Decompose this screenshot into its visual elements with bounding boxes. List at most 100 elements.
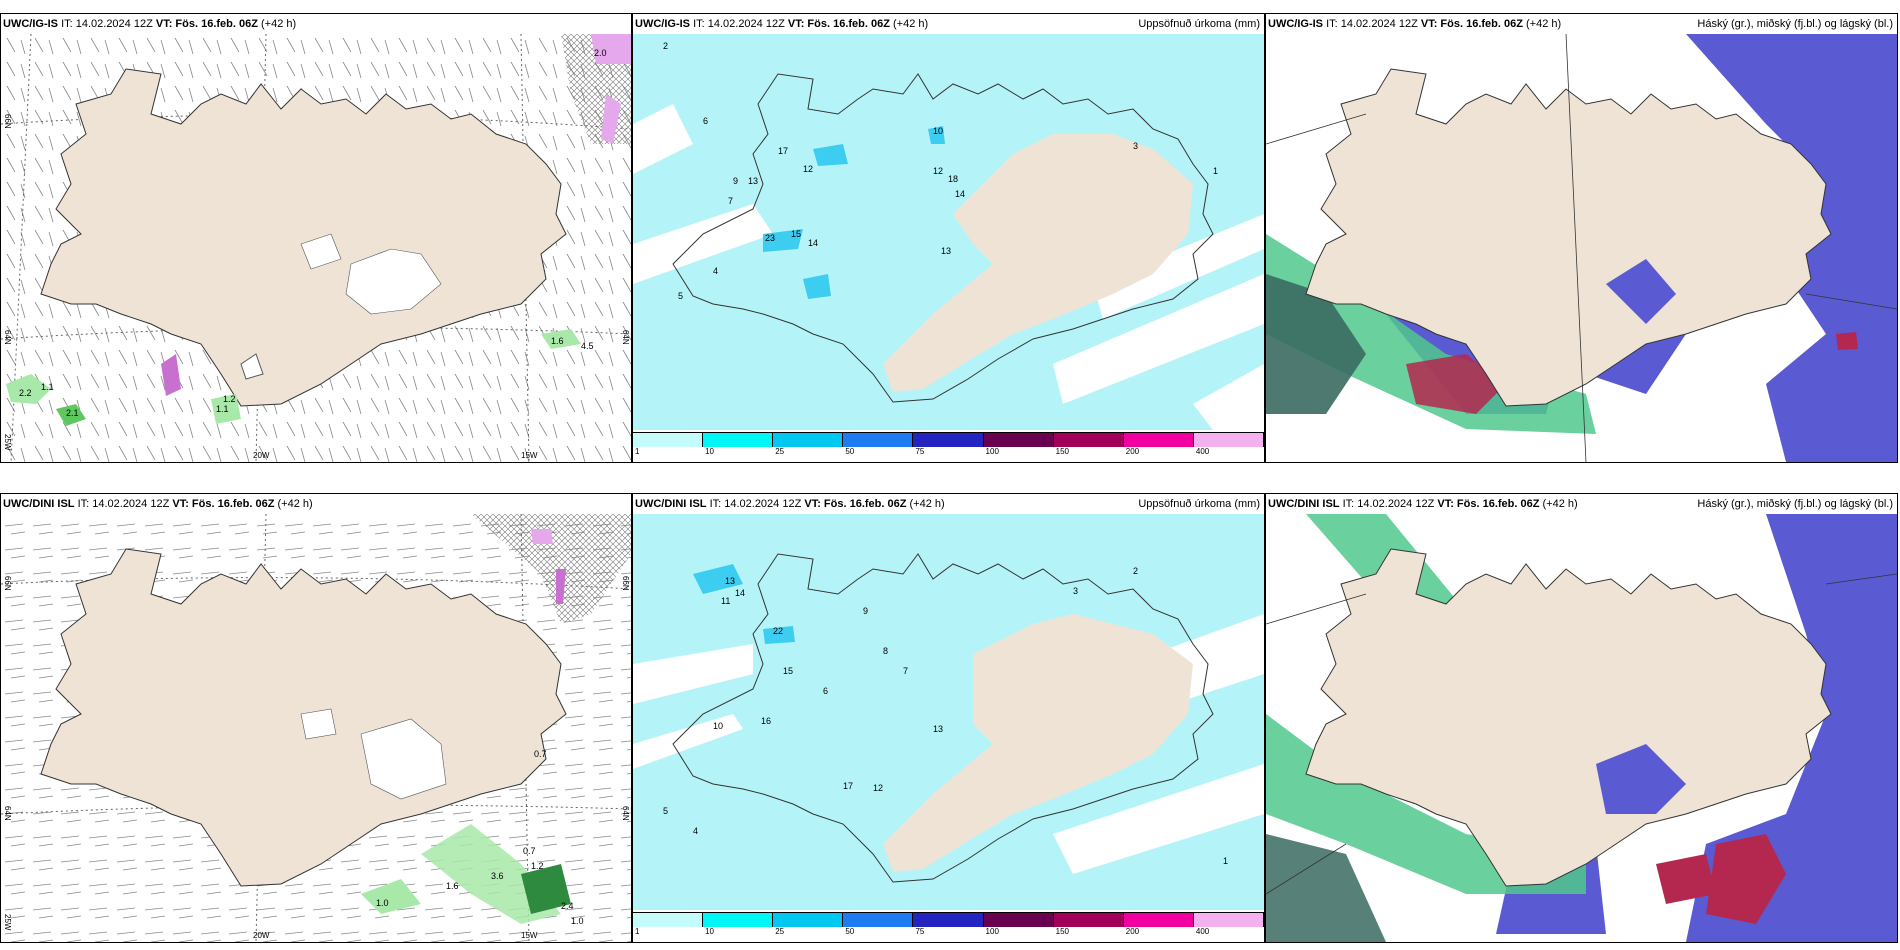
panel-title: UWC/DINI ISL IT: 14.02.2024 12Z VT: Fös.…	[1, 494, 631, 514]
lon-label-15: 15W	[521, 931, 538, 940]
wind-map: 2.2 1.1 2.1 1.1 1.2 1.6 4.5 2.0 66N 64N …	[1, 34, 631, 462]
model-name: UWC/IG-IS	[1268, 18, 1323, 30]
precip-value: 12	[933, 166, 943, 176]
colorbar-swatch	[1123, 433, 1194, 447]
precip-value: 5	[678, 291, 683, 301]
precip-map: 13 14 11 22 15 16 10 17 12 13 9 8 7 6 5 …	[633, 514, 1264, 910]
panel-title: UWC/DINI ISL IT: 14.02.2024 12Z VT: Fös.…	[633, 494, 1264, 514]
wind-value: 1.1	[216, 404, 229, 414]
precip-value: 4	[713, 266, 718, 276]
precip-value: 3	[1133, 141, 1138, 151]
colorbar-tick: 25	[775, 447, 785, 456]
lat-label-64-right: 64N	[621, 330, 630, 345]
valid-time: VT: Fös. 16.feb. 06Z	[804, 498, 907, 510]
colorbar-swatch	[983, 433, 1054, 447]
lat-label-66: 66N	[3, 576, 12, 591]
colorbar-swatch	[703, 913, 774, 927]
colorbar-tick: 10	[705, 927, 715, 936]
wind-map: 1.0 0.7 1.2 0.7 1.0 2.4 1.6 3.6 66N 64N …	[1, 514, 631, 942]
panel-title: UWC/IG-IS IT: 14.02.2024 12Z VT: Fös. 16…	[1, 14, 631, 34]
colorbar-tick: 1	[635, 927, 640, 936]
colorbar-swatch	[1053, 433, 1124, 447]
colorbar-tick: 50	[845, 927, 855, 936]
colorbar-tick: 150	[1055, 927, 1070, 936]
lat-label-64: 64N	[3, 806, 12, 821]
lon-label-25: 25W	[3, 434, 12, 451]
colorbar-tick: 400	[1195, 447, 1210, 456]
precip-value: 15	[783, 666, 793, 676]
precip-title: Uppsöfnuð úrkoma (mm)	[1138, 498, 1260, 510]
valid-time: VT: Fös. 16.feb. 06Z	[1437, 498, 1540, 510]
wind-value: 2.2	[19, 388, 32, 398]
colorbar-swatch	[773, 913, 844, 927]
wind-map-panel-row1: UWC/IG-IS IT: 14.02.2024 12Z VT: Fös. 16…	[0, 13, 632, 463]
colorbar-swatch	[773, 433, 844, 447]
precip-value: 14	[955, 189, 965, 199]
precip-values: 13 14 11 22 15 16 10 17 12 13 9 8 7 6 5 …	[663, 566, 1228, 866]
precip-value: 18	[948, 174, 958, 184]
precip-value: 4	[693, 826, 698, 836]
lat-label-66: 66N	[3, 114, 12, 129]
precip-value: 13	[725, 576, 735, 586]
colorbar-swatch	[1193, 433, 1264, 447]
wind-value: 0.7	[523, 846, 536, 856]
precip-values: 13 17 12 15 23 14 13 10 12 18 14 9 7 6 5…	[663, 41, 1218, 301]
precip-colorbar-ticks: 1 10 25 50 75 100 150 200 400	[633, 927, 1264, 937]
colorbar-tick: 200	[1125, 927, 1140, 936]
precip-value: 9	[863, 606, 868, 616]
colorbar-swatch	[983, 913, 1054, 927]
precip-map-panel-row1: UWC/IG-IS IT: 14.02.2024 12Z VT: Fös. 16…	[632, 13, 1265, 463]
model-name: UWC/IG-IS	[3, 18, 58, 30]
precip-value: 1	[1213, 166, 1218, 176]
precip-value: 11	[721, 596, 730, 606]
valid-time: VT: Fös. 16.feb. 06Z	[1420, 18, 1523, 30]
init-time: IT: 14.02.2024 12Z	[693, 18, 785, 30]
wind-value: 4.5	[581, 341, 594, 351]
precip-value: 23	[765, 233, 775, 243]
colorbar-tick: 200	[1125, 447, 1140, 456]
lat-label-66-right: 66N	[621, 576, 630, 591]
valid-time: VT: Fös. 16.feb. 06Z	[787, 18, 890, 30]
precip-value: 13	[933, 724, 943, 734]
colorbar-swatch	[1123, 913, 1194, 927]
wind-value: 2.0	[594, 48, 607, 58]
panel-title: UWC/IG-IS IT: 14.02.2024 12Z VT: Fös. 16…	[633, 14, 1264, 34]
precip-value: 12	[873, 783, 883, 793]
lon-label-15: 15W	[521, 451, 538, 460]
lead-time: (+42 h)	[1542, 498, 1578, 510]
wind-value: 1.2	[531, 861, 544, 871]
colorbar-tick: 75	[915, 447, 925, 456]
model-name: UWC/DINI ISL	[1268, 498, 1340, 510]
wind-value: 3.6	[491, 871, 504, 881]
colorbar-tick: 75	[915, 927, 925, 936]
lead-time: (+42 h)	[1526, 18, 1562, 30]
valid-time: VT: Fös. 16.feb. 06Z	[155, 18, 258, 30]
precip-value: 1	[1223, 856, 1228, 866]
precip-value: 9	[733, 176, 738, 186]
lon-label-20: 20W	[253, 931, 270, 940]
colorbar-tick: 100	[985, 447, 999, 456]
init-time: IT: 14.02.2024 12Z	[1326, 18, 1418, 30]
precip-value: 6	[823, 686, 828, 696]
precip-colorbar-ticks: 1 10 25 50 75 100 150 200 400	[633, 447, 1264, 457]
colorbar-tick: 100	[985, 927, 999, 936]
precip-value: 3	[1073, 586, 1078, 596]
colorbar-swatch	[913, 913, 984, 927]
lon-label-20: 20W	[253, 451, 270, 460]
colorbar-swatch	[843, 913, 914, 927]
panel-title: UWC/DINI ISL IT: 14.02.2024 12Z VT: Fös.…	[1266, 494, 1897, 514]
precip-colorbar	[633, 432, 1264, 447]
cloud-map-panel-row1: UWC/IG-IS IT: 14.02.2024 12Z VT: Fös. 16…	[1265, 13, 1898, 463]
colorbar-swatch	[1053, 913, 1124, 927]
wind-value: 1.6	[446, 881, 459, 891]
colorbar-swatch	[1193, 913, 1264, 927]
lead-time: (+42 h)	[277, 498, 313, 510]
cloud-map-panel-row2: UWC/DINI ISL IT: 14.02.2024 12Z VT: Fös.…	[1265, 493, 1898, 943]
precip-value: 10	[933, 126, 943, 136]
precip-value: 12	[803, 164, 813, 174]
cloud-title: Háský (gr.), miðský (fj.bl.) og lágský (…	[1697, 18, 1893, 30]
panel-title: UWC/IG-IS IT: 14.02.2024 12Z VT: Fös. 16…	[1266, 14, 1897, 34]
precip-value: 16	[761, 716, 771, 726]
precip-value: 8	[883, 646, 888, 656]
precip-value: 7	[728, 196, 733, 206]
